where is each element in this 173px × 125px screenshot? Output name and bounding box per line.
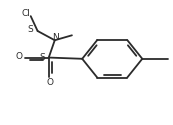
Text: S: S xyxy=(27,25,33,34)
Text: N: N xyxy=(52,33,59,42)
Text: O: O xyxy=(15,52,22,61)
Text: O: O xyxy=(46,78,53,86)
Text: Cl: Cl xyxy=(22,8,31,18)
Text: S: S xyxy=(39,53,45,62)
